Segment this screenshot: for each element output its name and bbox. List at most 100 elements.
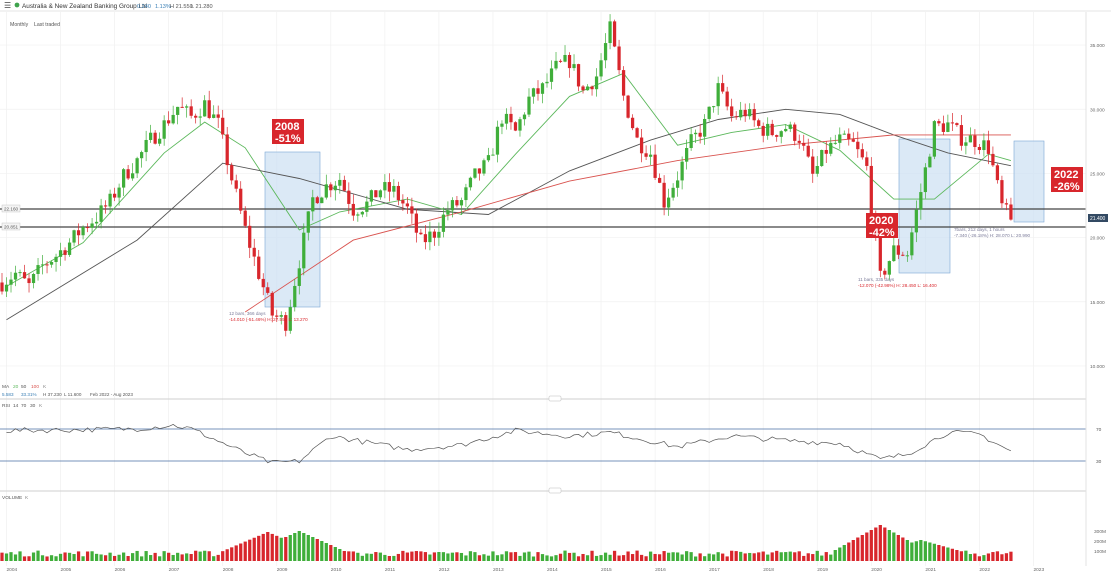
volume-bars (0, 525, 1013, 561)
candle-body (509, 113, 513, 123)
pane-resize-handle-volume[interactable] (548, 487, 562, 494)
price-tick-label: 30.000 (1090, 107, 1105, 113)
candle-body (239, 188, 243, 211)
hamburger-icon[interactable]: ☰ (4, 1, 11, 10)
volume-bar (959, 551, 964, 561)
candle-body (117, 187, 121, 198)
volume-bar (315, 539, 319, 561)
time-tick-label: 2012 (439, 567, 450, 573)
candle-body (775, 135, 779, 137)
volume-bar (734, 551, 738, 561)
candle-body (130, 173, 135, 179)
rsi-legend[interactable]: RSI 14 70 30 K (2, 403, 43, 409)
candle-body (49, 261, 54, 265)
volume-bar (135, 550, 139, 561)
volume-bar (856, 537, 860, 561)
candle-body (635, 128, 639, 138)
candle-body (18, 272, 22, 274)
volume-legend[interactable]: VOLUME K (2, 495, 29, 501)
volume-bar (639, 554, 644, 561)
volume-bar (721, 553, 725, 561)
volume-bar (910, 542, 914, 561)
candle-body (536, 88, 540, 94)
candle-body (847, 133, 851, 140)
candle-body (671, 187, 675, 198)
candle-body (243, 210, 247, 226)
candle-body (712, 106, 716, 108)
volume-bar (90, 551, 94, 561)
annotation-2020-year: 2020 (869, 215, 893, 227)
price-change: 0.240 (137, 4, 151, 10)
candle-body (180, 106, 184, 108)
volume-bar (9, 552, 13, 561)
candle-body (932, 121, 936, 157)
drawdown-box-2008[interactable] (264, 151, 321, 308)
candle-body (252, 247, 256, 257)
svg-text:22.160: 22.160 (4, 207, 18, 212)
volume-bar (973, 553, 977, 561)
volume-bar (788, 551, 792, 561)
volume-bar (239, 543, 243, 561)
time-tick-label: 2011 (385, 567, 396, 573)
volume-bar (117, 554, 121, 561)
candle-body (279, 315, 283, 317)
candle-body (563, 54, 567, 62)
price-tick-label: 15.000 (1090, 300, 1105, 306)
candle-body (896, 245, 900, 255)
volume-bar (342, 551, 346, 561)
volume-bar (58, 553, 63, 561)
ma-legend[interactable]: MA 20 50 100 K 5.583 33.31% H 37.230 L 1… (2, 384, 133, 397)
volume-bar (252, 537, 256, 561)
candle-body (937, 121, 941, 124)
volume-bar (103, 555, 108, 561)
annotation-2020: 2020 -42% 11 bars, 335 days -12.070 (-42… (858, 213, 937, 288)
volume-bar (54, 556, 58, 561)
candle-body (968, 135, 973, 143)
candle-body (149, 132, 153, 140)
volume-bar (648, 551, 653, 561)
volume-bar (621, 555, 626, 561)
svg-text:70: 70 (21, 403, 27, 409)
candle-body (910, 232, 914, 256)
volume-bar (752, 553, 756, 561)
candle-body (477, 168, 482, 174)
volume-bar (446, 553, 450, 561)
candle-body (284, 315, 288, 331)
rsi-level-70: 70 (1096, 427, 1102, 433)
volume-tick-label: 100M (1094, 549, 1106, 555)
svg-text:20: 20 (13, 384, 19, 390)
drawdown-box-2020[interactable] (898, 138, 951, 274)
volume-bar (946, 547, 950, 561)
candle-body (360, 211, 364, 215)
volume-bar (784, 552, 788, 561)
candle-body (189, 106, 193, 116)
drawdown-box-2022[interactable] (1013, 140, 1045, 223)
svg-text:33.31%: 33.31% (21, 392, 37, 397)
volume-bar (410, 551, 414, 561)
candle-body (964, 142, 968, 146)
interval-label[interactable]: Monthly (10, 22, 29, 28)
candle-body (369, 190, 373, 202)
volume-bar (153, 552, 157, 561)
volume-bar (293, 533, 297, 561)
volume-bar (914, 541, 918, 561)
candle-body (608, 21, 612, 44)
candle-body (959, 125, 964, 146)
candle-body (383, 182, 387, 191)
candle-body (797, 140, 801, 143)
price-type-label[interactable]: Last traded (34, 22, 60, 28)
volume-bar (982, 555, 986, 561)
candle-body (694, 132, 698, 135)
candle-body (234, 180, 238, 189)
candle-body (784, 128, 788, 132)
pane-resize-handle-rsi[interactable] (548, 395, 562, 402)
candle-body (311, 197, 315, 212)
candle-body (820, 149, 824, 166)
volume-bar (378, 552, 382, 561)
candle-body (297, 268, 301, 286)
annotation-2020-stats1: 11 bars, 335 days (858, 277, 895, 282)
volume-bar (955, 550, 959, 561)
volume-bar (824, 552, 828, 561)
volume-bar (198, 551, 202, 561)
instrument-title[interactable]: Australia & New Zealand Banking Group Lt… (22, 3, 148, 10)
